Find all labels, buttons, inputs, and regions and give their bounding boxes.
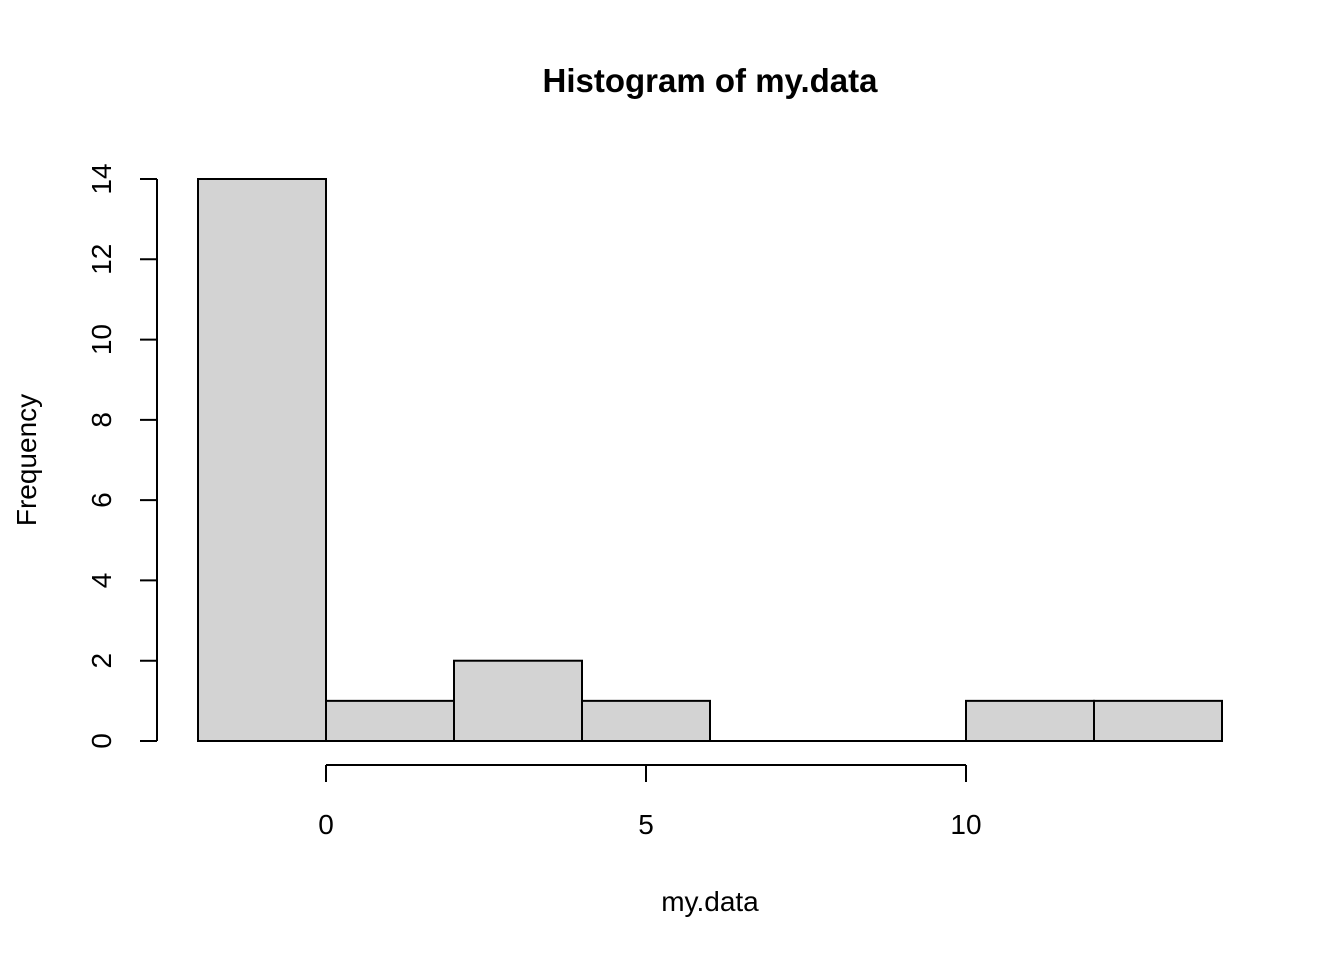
bars-group [197, 178, 1223, 743]
y-tick-label-0: 0 [86, 733, 117, 749]
histogram-bar-2 [453, 659, 583, 743]
y-tick-label-8: 8 [86, 412, 117, 428]
y-tick-label-4: 4 [86, 573, 117, 589]
histogram-bar-6 [965, 699, 1095, 742]
x-tick-label-10: 10 [950, 809, 981, 840]
x-axis: 0 5 10 [318, 764, 982, 840]
histogram-bar-1 [325, 699, 455, 742]
y-axis: 0 2 4 6 8 10 12 14 [86, 163, 158, 749]
x-tick-label-5: 5 [638, 809, 654, 840]
x-tick-label-0: 0 [318, 809, 334, 840]
histogram-bar-3 [581, 699, 711, 742]
histogram-bar-7 [1093, 699, 1223, 742]
chart-title: Histogram of my.data [543, 62, 879, 99]
y-tick-label-14: 14 [86, 163, 117, 194]
histogram-bar-0 [197, 178, 327, 742]
y-axis-label: Frequency [11, 394, 42, 526]
y-tick-label-2: 2 [86, 653, 117, 669]
y-tick-label-6: 6 [86, 492, 117, 508]
x-axis-label: my.data [661, 886, 759, 917]
y-tick-label-12: 12 [86, 244, 117, 275]
y-tick-label-10: 10 [86, 324, 117, 355]
